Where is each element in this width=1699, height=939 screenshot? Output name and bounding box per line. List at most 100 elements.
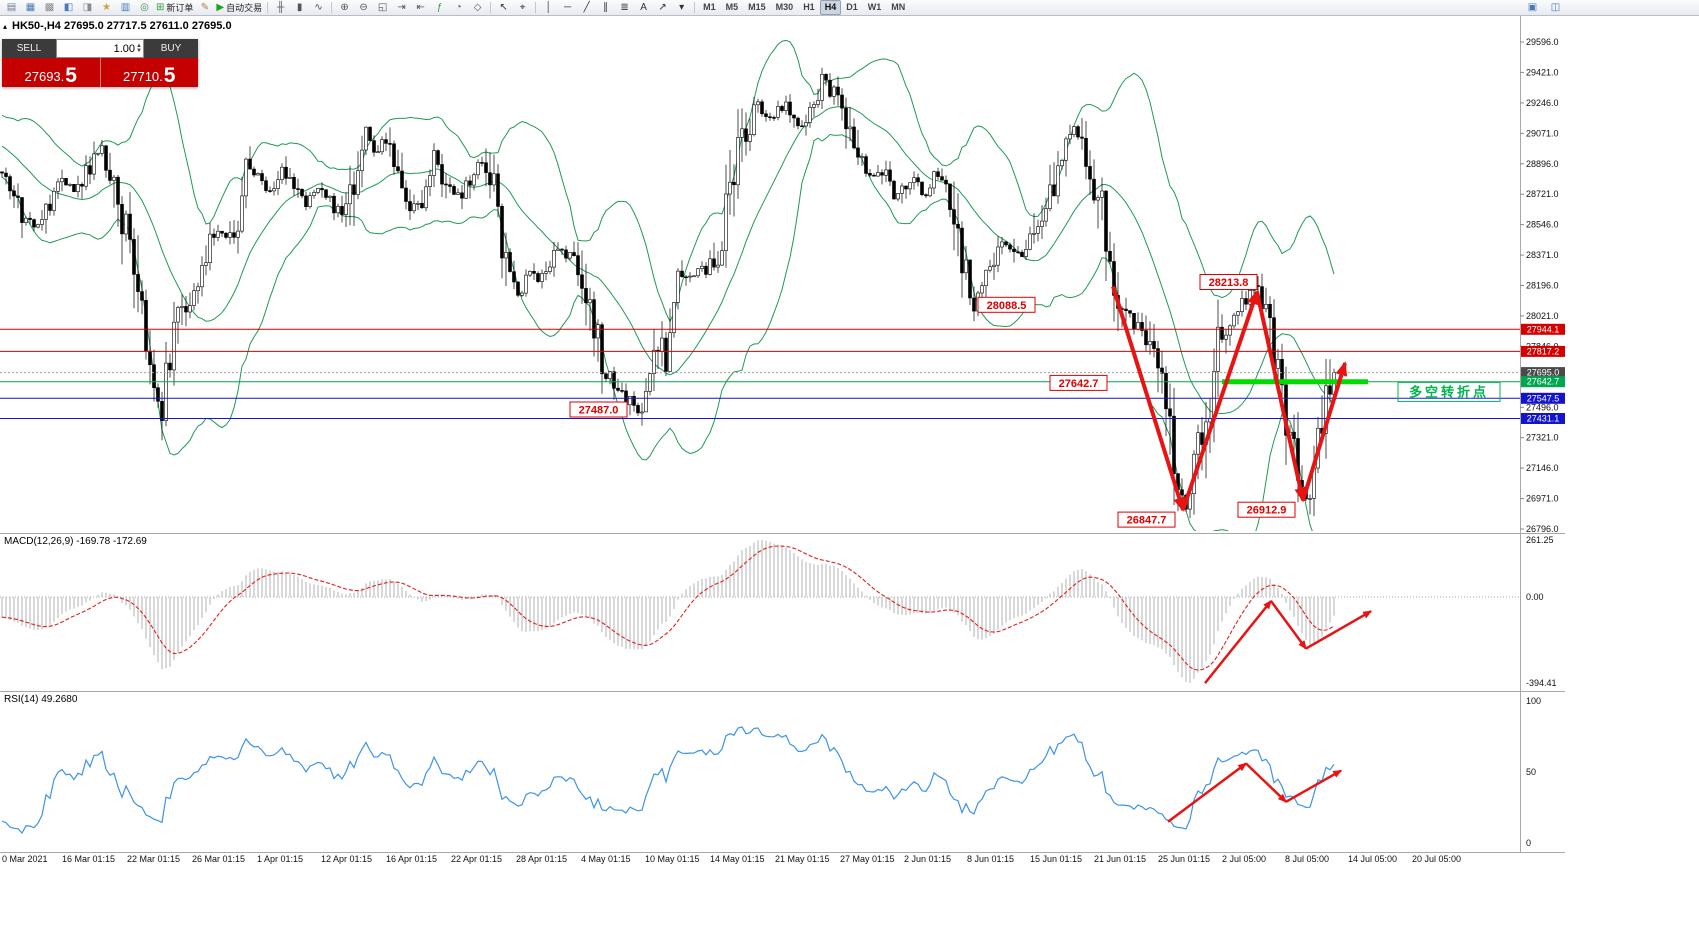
panel-dividers (0, 16, 1565, 853)
rsi-panel (1, 726, 1335, 835)
time-axis[interactable]: 0 Mar 2021 16 Mar 01:15 22 Mar 01:15 26 Mar… (2, 854, 1461, 864)
buy-button[interactable]: BUY (144, 39, 198, 58)
svg-text:27817.2: 27817.2 (1527, 346, 1560, 356)
svg-text:27487.0: 27487.0 (579, 405, 619, 417)
rsi-indicator-label: RSI(14) 49.2680 (4, 694, 78, 705)
timeframe-h4-button[interactable]: H4 (819, 0, 842, 15)
cursor-button[interactable]: ↖ (494, 1, 513, 15)
volume-spinner[interactable]: ▲ ▼ (136, 42, 142, 54)
timeframe-d1-button[interactable]: D1 (846, 2, 858, 12)
bull-bear-turning-point-annotation[interactable]: 多空转折点 (1397, 381, 1501, 402)
auto-scroll-button[interactable]: ⇥ (392, 1, 411, 15)
vertical-line-button[interactable]: │ (539, 1, 558, 15)
docked-panel-button-1[interactable]: ▣ (1523, 1, 1542, 15)
timeframe-mn-button[interactable]: MN (891, 2, 906, 12)
fibonacci-button[interactable]: ≣ (615, 1, 634, 15)
docked-panel-button-2[interactable]: ◫ (1546, 1, 1565, 15)
sell-price[interactable]: 27693. 5 (24, 64, 77, 87)
price-level-lines[interactable] (0, 328, 1520, 419)
timeframe-m30-button[interactable]: M30 (775, 2, 794, 12)
line-chart-button[interactable]: ∿ (309, 1, 328, 15)
svg-text:10 May 01:15: 10 May 01:15 (645, 854, 700, 864)
arrows-tool-icon: ↗ (658, 1, 667, 13)
svg-text:28 Apr 01:15: 28 Apr 01:15 (516, 854, 567, 864)
zoom-out-button[interactable]: ⊖ (354, 1, 373, 15)
system-menu-icon: ▤ (6, 1, 17, 13)
crosshair-icon: ⌖ (519, 1, 526, 13)
svg-text:27 May 01:15: 27 May 01:15 (840, 854, 895, 864)
rsi-arrows[interactable] (1167, 762, 1343, 823)
price-callout: 28088.5 (977, 296, 1036, 313)
macd-arrows[interactable] (1204, 600, 1373, 684)
cursor-icon: ↖ (499, 1, 508, 13)
svg-text:27944.1: 27944.1 (1527, 324, 1560, 334)
volume-value: 1.00 (113, 42, 136, 55)
price-axis[interactable]: 29596.0 29421.0 29246.0 29071.0 28896.0 28721… (1520, 37, 1565, 534)
svg-text:0 Mar 2021: 0 Mar 2021 (2, 854, 48, 864)
svg-text:多空转折点: 多空转折点 (1409, 384, 1489, 399)
svg-text:28021.0: 28021.0 (1526, 311, 1559, 321)
volume-input[interactable]: 1.00 ▲ ▼ (56, 39, 144, 58)
macd-signal-line (1, 545, 1335, 671)
svg-text:-394.41: -394.41 (1526, 678, 1557, 688)
new-order-button[interactable]: ⊞ 新订单 (154, 1, 195, 15)
zoom-in-button[interactable]: ⊕ (335, 1, 354, 15)
price-callouts[interactable]: 28088.5 28213.8 27642.7 27487.0 26847.7 26912… (569, 274, 1296, 528)
svg-text:27642.7: 27642.7 (1527, 377, 1560, 387)
navigator-button[interactable]: ★ (97, 1, 116, 15)
arrows-tool-button[interactable]: ↗ (653, 1, 672, 15)
chart-symbol-header: ▴ HK50-,H4 27695.0 27717.5 27611.0 27695… (3, 20, 232, 32)
svg-text:27321.0: 27321.0 (1526, 433, 1559, 443)
svg-text:22 Mar 01:15: 22 Mar 01:15 (127, 854, 180, 864)
tile-windows-button[interactable]: ◱ (373, 1, 392, 15)
terminal-button[interactable]: ▥ (116, 1, 135, 15)
svg-text:25 Jun 01:15: 25 Jun 01:15 (1158, 854, 1210, 864)
candlestick-chart-icon: ▮ (296, 1, 303, 13)
new-order-icon: ⊞ (156, 1, 165, 13)
data-window-button[interactable]: ◨ (78, 1, 97, 15)
toolbar-separator (694, 2, 696, 13)
bar-chart-icon: ╫ (277, 1, 285, 13)
svg-text:15 Jun 01:15: 15 Jun 01:15 (1030, 854, 1082, 864)
equidistant-channel-button[interactable]: ∥ (596, 1, 615, 15)
timeframe-m1-button[interactable]: M1 (703, 2, 716, 12)
timeframe-w1-button[interactable]: W1 (867, 2, 882, 12)
candlestick-series (0, 67, 1336, 519)
periods-button[interactable]: ◔ (449, 1, 468, 15)
timeframe-m5-button[interactable]: M5 (725, 2, 739, 12)
market-watch-button[interactable]: ◧ (59, 1, 78, 15)
timeframe-h1-button[interactable]: H1 (803, 2, 815, 12)
sell-button[interactable]: SELL (2, 39, 56, 58)
svg-text:4 May 01:15: 4 May 01:15 (581, 854, 631, 864)
tool-dropdown-button[interactable]: ▾ (672, 1, 691, 15)
price-axis-tag: 27547.5 (1521, 392, 1565, 404)
price-axis-tag: 27642.7 (1521, 376, 1565, 388)
profiles-icon: ▩ (44, 1, 55, 13)
trendline-button[interactable]: ╱ (577, 1, 596, 15)
ohlc-collapse-icon[interactable]: ▴ (3, 21, 8, 31)
chart-shift-button[interactable]: ⇤ (411, 1, 430, 15)
autotrading-button[interactable]: ▶ 自动交易 (214, 1, 264, 15)
bar-chart-button[interactable]: ╫ (271, 1, 290, 15)
bollinger-upper-band (1, 39, 1335, 323)
profiles-button[interactable]: ▩ (40, 1, 59, 15)
templates-button[interactable]: ◇ (468, 1, 487, 15)
new-chart-button[interactable]: ▦ (21, 1, 40, 15)
indicators-button[interactable]: ƒ (430, 1, 449, 15)
timeframe-m15-button[interactable]: M15 (748, 2, 766, 12)
buy-price[interactable]: 27710. 5 (99, 58, 199, 87)
text-label-icon: A (640, 1, 647, 13)
metaeditor-button[interactable]: ✎ (195, 1, 214, 15)
data-window-icon: ◨ (82, 1, 93, 13)
svg-text:100: 100 (1526, 696, 1541, 706)
svg-text:22 Apr 01:15: 22 Apr 01:15 (451, 854, 502, 864)
crosshair-button[interactable]: ⌖ (513, 1, 532, 15)
candlestick-chart-button[interactable]: ▮ (290, 1, 309, 15)
system-menu-button[interactable]: ▤ (2, 1, 21, 15)
horizontal-line-button[interactable]: ─ (558, 1, 577, 15)
svg-text:27146.0: 27146.0 (1526, 463, 1559, 473)
strategy-tester-button[interactable]: ◎ (135, 1, 154, 15)
text-label-button[interactable]: A (634, 1, 653, 15)
trend-arrows[interactable] (1111, 285, 1348, 512)
